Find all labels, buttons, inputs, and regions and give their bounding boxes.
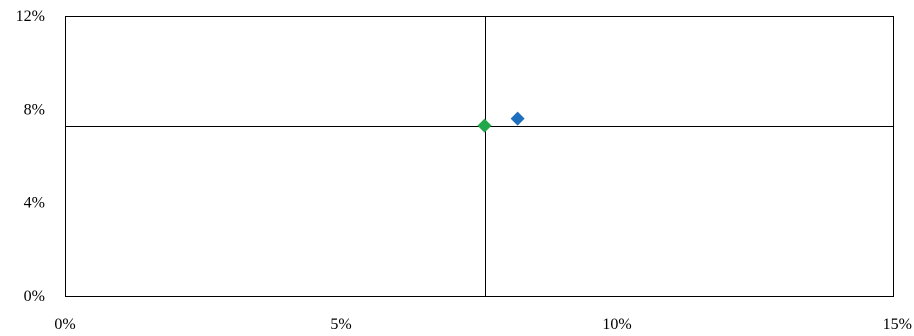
x-tick-label: 5% xyxy=(330,316,351,333)
x-axis-labels: 0% 5% 10% 15% xyxy=(54,316,912,333)
x-tick-label: 10% xyxy=(602,316,631,333)
y-axis-labels: 0% 4% 8% 12% xyxy=(16,8,45,305)
data-point-series-1-1 xyxy=(510,111,525,126)
data-point-series-2-1 xyxy=(477,118,492,133)
y-tick-label: 4% xyxy=(24,195,45,212)
plot-area xyxy=(65,16,894,297)
y-tick-label: 0% xyxy=(24,288,45,305)
data-points xyxy=(477,111,525,133)
x-tick-label: 15% xyxy=(883,316,912,333)
y-tick-label: 12% xyxy=(16,8,45,25)
y-tick-label: 8% xyxy=(24,101,45,118)
x-tick-label: 0% xyxy=(54,316,75,333)
